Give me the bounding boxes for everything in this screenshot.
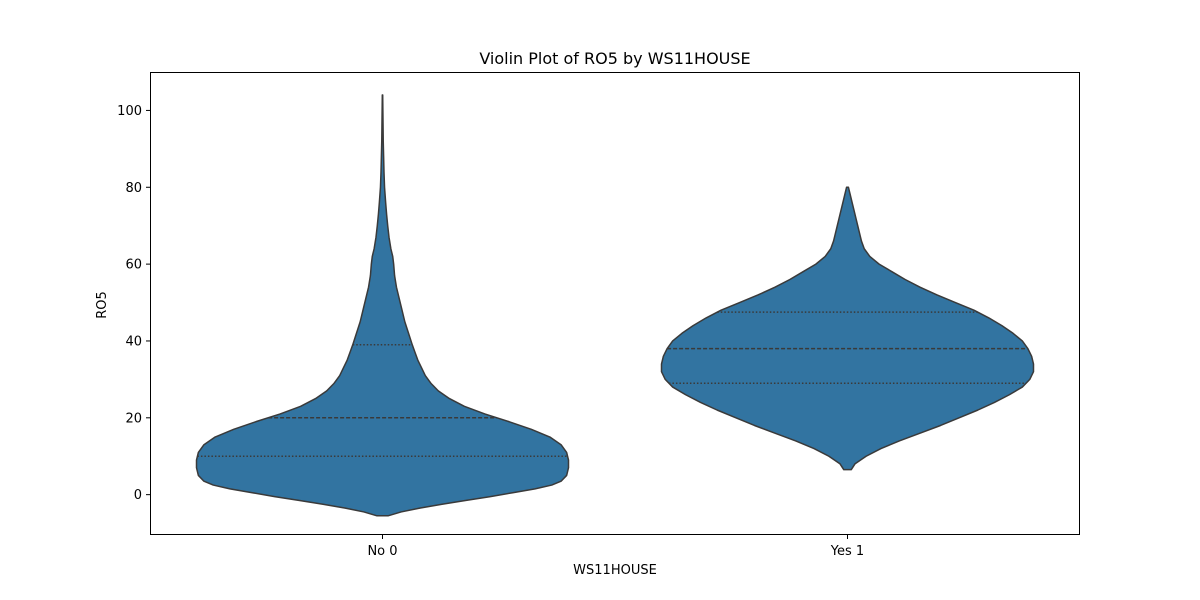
violins-group <box>195 94 1035 517</box>
violin-body-yes-1 <box>660 186 1035 471</box>
x-tick-label: Yes 1 <box>830 544 864 559</box>
y-axis: 0 20 40 60 80 100 <box>117 104 150 503</box>
plot-frame <box>150 72 1080 535</box>
x-axis: No 0 Yes 1 <box>367 535 864 559</box>
chart-title: Violin Plot of RO5 by WS11HOUSE <box>479 49 750 68</box>
x-axis-label: WS11HOUSE <box>573 563 657 578</box>
violin-body-no-0 <box>195 94 570 517</box>
y-axis-label: RO5 <box>95 291 110 319</box>
y-tick-label: 80 <box>125 181 142 196</box>
y-tick-label: 100 <box>117 104 142 119</box>
y-tick-label: 60 <box>125 258 142 273</box>
y-tick-label: 20 <box>125 411 142 426</box>
x-tick-label: No 0 <box>367 544 397 559</box>
y-tick-label: 40 <box>125 334 142 349</box>
y-tick-label: 0 <box>134 488 142 503</box>
